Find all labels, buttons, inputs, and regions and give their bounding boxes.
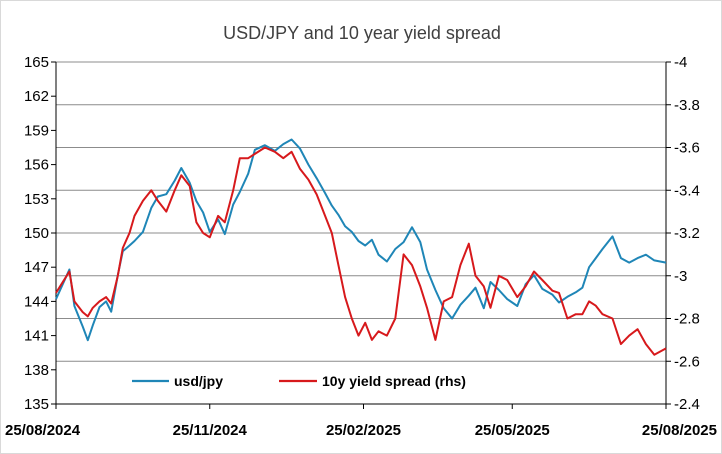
x-tick-label: 25/11/2024 bbox=[173, 422, 248, 439]
legend: usd/jpy 10y yield spread (rhs) bbox=[132, 373, 466, 389]
y-right-tick-label: -2.8 bbox=[674, 311, 700, 328]
y-right-tick-label: -3 bbox=[674, 268, 687, 285]
y-right-tick-label: -2.6 bbox=[674, 353, 700, 370]
legend-label-spread: 10y yield spread (rhs) bbox=[322, 373, 466, 389]
y-right-tick-label: -3.2 bbox=[674, 225, 700, 242]
x-tick-label: 25/08/2025 bbox=[642, 422, 717, 439]
y-left-tick-label: 162 bbox=[24, 88, 49, 105]
series-line-usdjpy bbox=[55, 138, 667, 342]
y-left-tick-label: 150 bbox=[24, 225, 49, 242]
series-line-spread bbox=[55, 146, 667, 356]
y-left-tick-label: 141 bbox=[24, 328, 49, 345]
y-left-tick-label: 147 bbox=[24, 259, 49, 276]
y-left-tick-label: 144 bbox=[24, 293, 49, 310]
legend-label-usdjpy: usd/jpy bbox=[174, 373, 223, 389]
y-left-tick-label: 165 bbox=[24, 54, 49, 71]
y-left-tick-label: 159 bbox=[24, 122, 49, 139]
x-tick-label: 25/08/2024 bbox=[5, 422, 81, 439]
y-left-tick-label: 138 bbox=[24, 362, 49, 379]
y-left-tick-label: 156 bbox=[24, 157, 49, 174]
y-left-tick-label: 135 bbox=[24, 396, 49, 413]
axes: 165 162 159 156 153 150 147 144 141 138 135 -4 -3.8 -… bbox=[5, 54, 717, 439]
gridlines bbox=[56, 61, 666, 405]
y-left-tick-label: 153 bbox=[24, 191, 49, 208]
y-right-tick-label: -3.8 bbox=[674, 97, 700, 114]
series-group bbox=[55, 138, 667, 356]
chart-title: USD/JPY and 10 year yield spread bbox=[223, 23, 501, 43]
y-right-tick-label: -2.4 bbox=[674, 396, 700, 413]
y-right-tick-label: -3.4 bbox=[674, 182, 700, 199]
y-right-tick-label: -4 bbox=[674, 54, 687, 71]
y-right-tick-label: -3.6 bbox=[674, 140, 700, 157]
x-tick-label: 25/02/2025 bbox=[326, 422, 401, 439]
x-tick-label: 25/05/2025 bbox=[475, 422, 550, 439]
